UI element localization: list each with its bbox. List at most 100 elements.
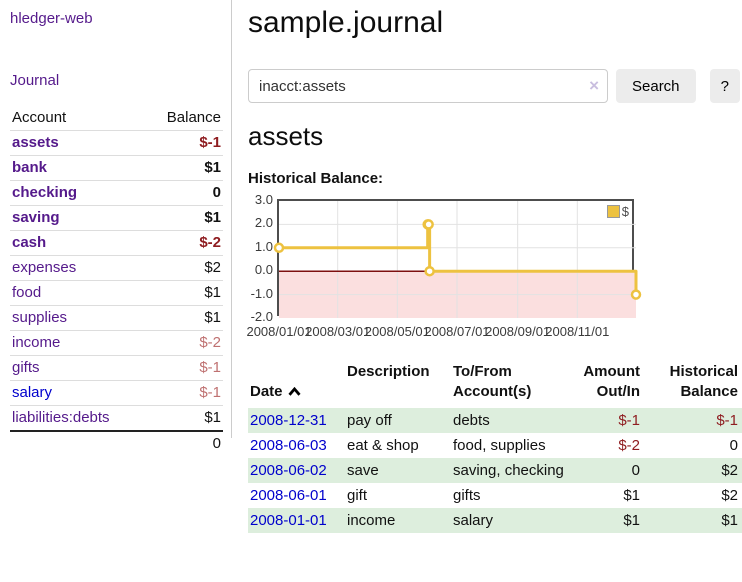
- accounts-table: Account Balance assets $-1 bank $1: [10, 106, 223, 455]
- account-name-cell: cash: [10, 230, 146, 256]
- transactions-table: Date Description To/From Account(s) Amou…: [248, 362, 742, 533]
- account-balance: $1: [145, 280, 223, 306]
- account-row: food $1: [10, 280, 223, 306]
- search-form: × Search ?: [248, 69, 740, 103]
- date-header-label: Date: [250, 383, 283, 400]
- account-row: gifts $-1: [10, 355, 223, 381]
- account-link[interactable]: checking: [12, 184, 78, 201]
- x-tick-label: 2008/03/01: [305, 324, 371, 339]
- sidebar: hledger-web Journal Account Balance asse…: [0, 0, 232, 455]
- account-name-cell: expenses: [10, 255, 146, 281]
- account-link[interactable]: food: [12, 284, 42, 301]
- x-tick-label: 2008/09/01: [485, 324, 551, 339]
- account-row: cash $-2: [10, 230, 223, 256]
- transaction-amount: $1: [623, 487, 640, 504]
- transaction-accounts: debts: [453, 412, 490, 429]
- clear-search-icon[interactable]: ×: [589, 76, 599, 95]
- account-row: salary $-1: [10, 380, 223, 406]
- account-balance: $2: [145, 255, 223, 281]
- account-balance: $-2: [145, 230, 223, 256]
- transaction-date-cell: 2008-06-02: [248, 458, 345, 483]
- account-name-cell: bank: [10, 155, 146, 181]
- y-tick-label: 1.0: [254, 238, 273, 254]
- column-header-date[interactable]: Date: [248, 362, 345, 408]
- transaction-description: save: [347, 462, 379, 479]
- x-tick-label: 2008/11/01: [545, 324, 610, 339]
- transaction-date-cell: 2008-06-01: [248, 483, 345, 508]
- account-balance: $-1: [145, 355, 223, 381]
- accounts-total-row: 0: [10, 430, 223, 455]
- account-name-cell: assets: [10, 130, 146, 156]
- transaction-date-cell: 2008-06-03: [248, 433, 345, 458]
- transaction-row: 2008-01-01 income salary $1 $1: [248, 508, 742, 533]
- account-balance: $-1: [145, 380, 223, 406]
- search-box: ×: [248, 69, 608, 103]
- accounts-header-row: Account Balance: [10, 106, 223, 131]
- transaction-balance: $2: [721, 487, 738, 504]
- x-tick-label: 2008/01/01: [246, 324, 312, 339]
- account-link[interactable]: liabilities:debts: [12, 409, 110, 426]
- transaction-amount: $-2: [618, 437, 640, 454]
- account-row: supplies $1: [10, 305, 223, 331]
- transaction-date-cell: 2008-01-01: [248, 508, 345, 533]
- transaction-row: 2008-06-01 gift gifts $1 $2: [248, 483, 742, 508]
- transaction-description: pay off: [347, 412, 392, 429]
- transaction-balance: $-1: [716, 412, 738, 429]
- transaction-balance: 0: [729, 437, 738, 454]
- account-row: saving $1: [10, 205, 223, 231]
- transaction-accounts: saving, checking: [453, 462, 564, 479]
- account-balance: $1: [145, 155, 223, 181]
- account-balance: $1: [145, 205, 223, 231]
- transaction-row: 2008-12-31 pay off debts $-1 $-1: [248, 408, 742, 433]
- balance-column-header: Balance: [145, 106, 223, 131]
- account-name-cell: gifts: [10, 355, 146, 381]
- search-button[interactable]: Search: [616, 69, 696, 103]
- account-balance: $-2: [145, 330, 223, 356]
- main-content: sample.journal × Search ? assets Histori…: [246, 0, 742, 533]
- account-link[interactable]: bank: [12, 159, 48, 176]
- account-balance: 0: [145, 180, 223, 206]
- account-link[interactable]: supplies: [12, 309, 68, 326]
- account-link[interactable]: saving: [12, 209, 60, 226]
- transaction-accounts: salary: [453, 512, 494, 529]
- sort-ascending-icon: [287, 386, 301, 396]
- transactions-header-row: Date Description To/From Account(s) Amou…: [248, 362, 742, 408]
- account-link[interactable]: cash: [12, 234, 47, 251]
- account-name-cell: liabilities:debts: [10, 405, 146, 431]
- journal-link[interactable]: Journal: [10, 72, 60, 89]
- account-name-cell: saving: [10, 205, 146, 231]
- app-title-link[interactable]: hledger-web: [10, 10, 93, 27]
- help-button[interactable]: ?: [709, 69, 740, 103]
- account-heading: assets: [248, 121, 324, 151]
- y-tick-label: -2.0: [250, 309, 273, 324]
- transaction-amount: 0: [631, 462, 640, 479]
- x-tick-label: 2008/07/01: [424, 324, 490, 339]
- transaction-description: gift: [347, 487, 368, 504]
- transaction-row: 2008-06-03 eat & shop food, supplies $-2…: [248, 433, 742, 458]
- account-name-cell: supplies: [10, 305, 146, 331]
- account-name-cell: food: [10, 280, 146, 306]
- transaction-date-link[interactable]: 2008-01-01: [250, 512, 327, 529]
- transaction-date-link[interactable]: 2008-06-01: [250, 487, 327, 504]
- account-link[interactable]: salary: [12, 384, 53, 401]
- account-link[interactable]: income: [12, 334, 61, 351]
- search-input[interactable]: [248, 69, 608, 103]
- transaction-date-link[interactable]: 2008-12-31: [250, 412, 327, 429]
- transaction-date-link[interactable]: 2008-06-02: [250, 462, 327, 479]
- y-tick-label: 3.0: [254, 192, 273, 207]
- transaction-date-cell: 2008-12-31: [248, 408, 345, 433]
- account-row: income $-2: [10, 330, 223, 356]
- account-balance: $-1: [145, 130, 223, 156]
- page-title: sample.journal: [248, 6, 444, 39]
- account-link[interactable]: assets: [12, 134, 59, 151]
- column-header-balance: Historical Balance: [669, 363, 738, 400]
- column-header-amount: Amount Out/In: [583, 363, 640, 400]
- account-row: assets $-1: [10, 130, 223, 156]
- account-link[interactable]: gifts: [12, 359, 40, 376]
- transaction-balance: $2: [721, 462, 738, 479]
- transaction-date-link[interactable]: 2008-06-03: [250, 437, 327, 454]
- account-link[interactable]: expenses: [12, 259, 77, 276]
- transaction-balance: $1: [721, 512, 738, 529]
- account-row: liabilities:debts $1: [10, 405, 223, 431]
- y-tick-label: 0.0: [254, 262, 273, 278]
